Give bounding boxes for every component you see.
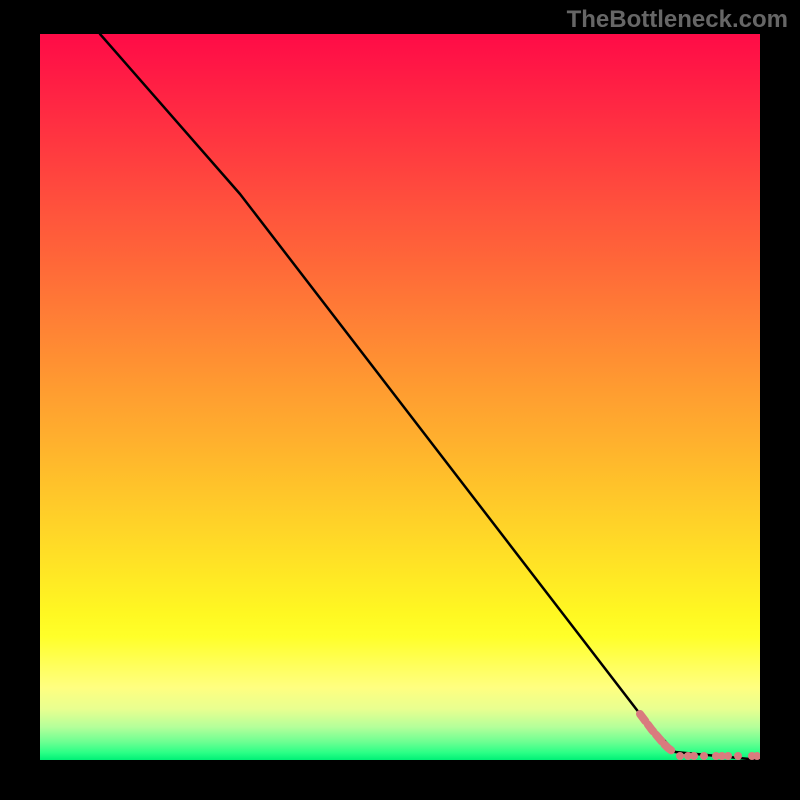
plot-area	[40, 34, 760, 760]
marker-dot	[690, 752, 698, 760]
chart-container: TheBottleneck.com	[0, 0, 800, 800]
marker-dot	[724, 752, 732, 760]
gradient-background	[40, 34, 760, 760]
marker-dot	[676, 752, 684, 760]
plot-svg	[40, 34, 760, 760]
watermark-text: TheBottleneck.com	[567, 6, 788, 34]
marker-dot	[734, 752, 742, 760]
marker-dot	[700, 752, 708, 760]
